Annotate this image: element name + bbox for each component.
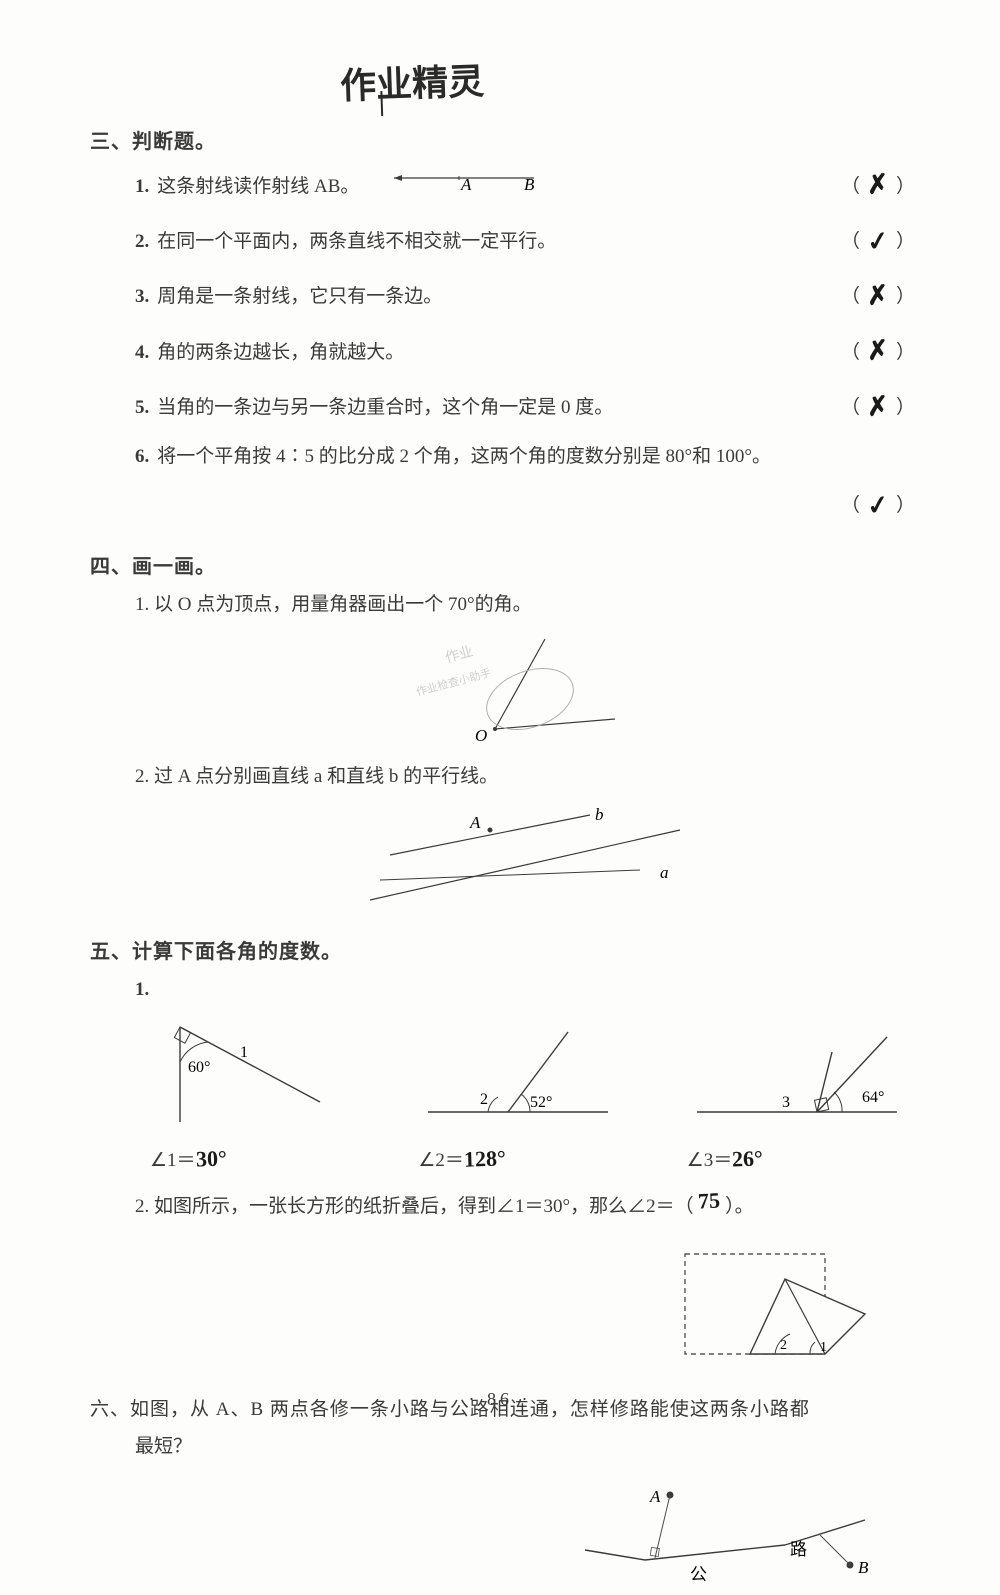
svg-text:1: 1 xyxy=(240,1044,248,1061)
paren: （✓） xyxy=(841,481,915,530)
qnum: 1. xyxy=(135,169,149,205)
paren: （✗） xyxy=(841,162,915,211)
hand-answer: 128° xyxy=(463,1145,506,1172)
angle-3: 64° 3 ∠3＝26° xyxy=(687,1012,915,1172)
svg-text:60°: 60° xyxy=(188,1059,210,1076)
prefix: ∠1＝ xyxy=(150,1150,196,1171)
angle-2: 52° 2 ∠2＝128° xyxy=(418,1012,646,1172)
qnum: 3. xyxy=(135,279,149,315)
qtext: 将一个平角按 4∶5 的比分成 2 个角，这两个角的度数分别是 80°和 100… xyxy=(157,439,771,475)
paren: （✓） xyxy=(841,217,915,266)
answer-mark: ✗ xyxy=(862,325,894,377)
answer-mark: ✗ xyxy=(862,380,894,432)
paren: （✗） xyxy=(841,328,915,377)
q5-2-text: 2. 如图所示，一张长方形的纸折叠后，得到∠1＝30°，那么∠2＝（ xyxy=(135,1196,694,1217)
q3-6-paren: （✓） xyxy=(135,481,915,530)
qnum: 4. xyxy=(135,335,149,371)
qnum: 5. xyxy=(135,390,149,426)
svg-text:公: 公 xyxy=(690,1565,707,1584)
hand-answer: 26° xyxy=(732,1145,764,1172)
qtext: 在同一个平面内，两条直线不相交就一定平行。 xyxy=(157,224,556,260)
ray-ab-diagram: A B xyxy=(389,169,539,205)
q3-6: 6. 将一个平角按 4∶5 的比分成 2 个角，这两个角的度数分别是 80°和 … xyxy=(135,439,915,475)
svg-text:B: B xyxy=(858,1558,869,1577)
section-3-title: 三、判断题。 xyxy=(90,125,915,154)
svg-text:A: A xyxy=(649,1487,661,1506)
svg-text:52°: 52° xyxy=(530,1094,552,1111)
q3-4: 4. 角的两条边越长，角就越大。 （✗） xyxy=(135,328,915,377)
qnum: 2. xyxy=(135,224,149,260)
answer-mark: ✓ xyxy=(861,479,896,532)
svg-text:O: O xyxy=(475,726,487,744)
fold-diagram: 1 2 xyxy=(675,1234,875,1369)
qtext: 周角是一条射线，它只有一条边。 xyxy=(157,279,442,315)
svg-text:3: 3 xyxy=(782,1094,790,1111)
q3-1: 1. 这条射线读作射线 AB。 A B （✗） xyxy=(135,162,915,211)
q4-2-diagram: A b a xyxy=(135,800,915,915)
answer-mark: ✗ xyxy=(862,270,894,322)
svg-text:路: 路 xyxy=(790,1540,807,1559)
angle-1: 60° 1 ∠1＝30° xyxy=(150,1012,378,1172)
q3-3: 3. 周角是一条射线，它只有一条边。 （✗） xyxy=(135,273,915,322)
section-6-line2: 最短？ xyxy=(135,1429,915,1465)
prefix: ∠3＝ xyxy=(687,1150,733,1171)
svg-text:1: 1 xyxy=(820,1340,827,1355)
paren: （✗） xyxy=(841,384,915,433)
answer-mark: ✓ xyxy=(861,216,896,269)
q5-1-num: 1. xyxy=(135,972,915,1008)
svg-text:B: B xyxy=(524,175,535,192)
svg-text:b: b xyxy=(595,805,604,824)
header-handwriting: 作业精灵 xyxy=(339,53,485,110)
hand-answer: 30° xyxy=(195,1145,227,1172)
qnum: 6. xyxy=(135,439,149,475)
road-diagram: A B 公 路 xyxy=(575,1480,875,1595)
q4-2: 2. 过 A 点分别画直线 a 和直线 b 的平行线。 xyxy=(135,759,915,795)
q3-2: 2. 在同一个平面内，两条直线不相交就一定平行。 （✓） xyxy=(135,217,915,266)
svg-text:64°: 64° xyxy=(862,1089,884,1106)
q4-1: 1. 以 O 点为顶点，用量角器画出一个 70°的角。 xyxy=(135,587,915,623)
q3-5: 5. 当角的一条边与另一条边重合时，这个角一定是 0 度。 （✗） xyxy=(135,384,915,433)
svg-text:A: A xyxy=(469,813,481,832)
svg-text:2: 2 xyxy=(780,1338,787,1353)
angle-2-answer: ∠2＝128° xyxy=(418,1145,646,1172)
qtext: 这条射线读作射线 AB。 xyxy=(157,169,359,205)
q5-2: 2. 如图所示，一张长方形的纸折叠后，得到∠1＝30°，那么∠2＝（ 75 ）。 xyxy=(135,1184,915,1226)
qtext: 当角的一条边与另一条边重合时，这个角一定是 0 度。 xyxy=(157,390,613,426)
svg-text:2: 2 xyxy=(480,1091,488,1108)
section-5-title: 五、计算下面各角的度数。 xyxy=(90,935,915,964)
section-4-title: 四、画一画。 xyxy=(90,550,915,579)
paren: （✗） xyxy=(841,273,915,322)
angle-3-answer: ∠3＝26° xyxy=(687,1145,915,1172)
page-number: · 86 · xyxy=(0,1389,1000,1410)
angle-diagrams-row: 60° 1 ∠1＝30° 52° 2 ∠2＝128° 64° 3 xyxy=(150,1012,915,1172)
svg-text:a: a xyxy=(660,863,669,882)
q5-2-suffix: ）。 xyxy=(725,1196,754,1217)
qtext: 角的两条边越长，角就越大。 xyxy=(157,335,404,371)
prefix: ∠2＝ xyxy=(418,1150,464,1171)
svg-text:A: A xyxy=(460,175,472,192)
q4-1-diagram: O 作业 作业检查小助手 xyxy=(135,629,915,749)
angle-1-answer: ∠1＝30° xyxy=(150,1145,378,1172)
answer-mark: ✗ xyxy=(862,159,894,211)
q5-2-answer: 75 xyxy=(697,1179,721,1222)
